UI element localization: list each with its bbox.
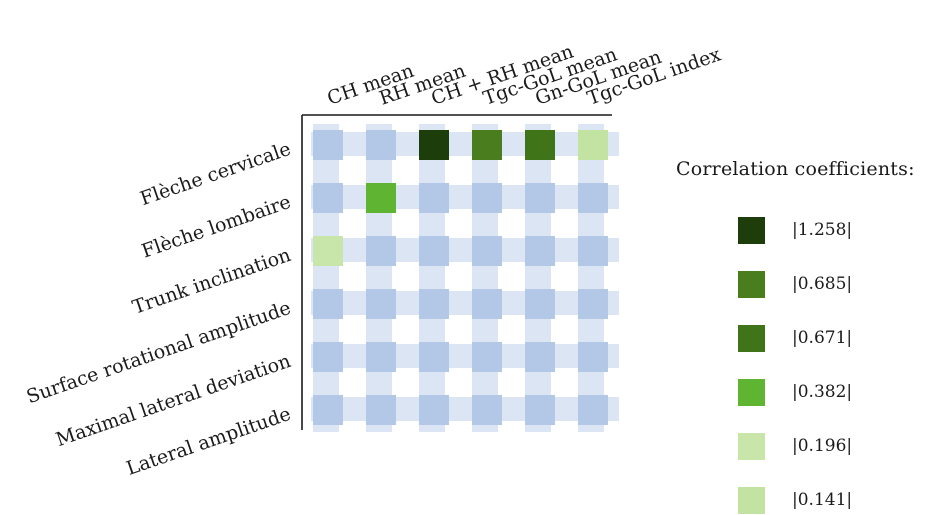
heatmap-cell bbox=[419, 342, 449, 372]
heatmap-cell bbox=[525, 236, 555, 266]
heatmap-cell bbox=[366, 342, 396, 372]
row-band bbox=[311, 344, 619, 368]
legend-swatch bbox=[738, 378, 765, 406]
column-band bbox=[472, 124, 498, 432]
heatmap-cell bbox=[472, 289, 502, 319]
legend-label: |0.141| bbox=[792, 490, 853, 510]
legend-swatch bbox=[738, 216, 765, 244]
column-band bbox=[366, 124, 392, 432]
legend-label: |1.258| bbox=[792, 220, 853, 240]
heatmap-cell bbox=[472, 342, 502, 372]
heatmap-cell-filled bbox=[525, 130, 555, 160]
heatmap-cell bbox=[366, 130, 396, 160]
heatmap-cell bbox=[525, 289, 555, 319]
legend-swatch bbox=[738, 324, 765, 352]
legend-entry: |0.671| bbox=[738, 323, 852, 353]
heatmap-cell bbox=[366, 395, 396, 425]
row-band bbox=[311, 132, 619, 156]
heatmap-cell bbox=[366, 289, 396, 319]
legend-swatch bbox=[738, 486, 765, 514]
heatmap-cell-filled bbox=[472, 130, 502, 160]
legend-swatch bbox=[738, 432, 765, 460]
heatmap-cell bbox=[472, 236, 502, 266]
heatmap-cell bbox=[313, 342, 343, 372]
heatmap-cell bbox=[419, 395, 449, 425]
heatmap-cell-filled bbox=[366, 183, 396, 213]
heatmap-cell bbox=[578, 236, 608, 266]
legend-label: |0.382| bbox=[792, 382, 853, 402]
heatmap-cell bbox=[419, 183, 449, 213]
column-band bbox=[419, 124, 445, 432]
heatmap-cell bbox=[313, 395, 343, 425]
heatmap-cell bbox=[578, 395, 608, 425]
heatmap-cell bbox=[419, 289, 449, 319]
legend: Correlation coefficients: |1.258| |0.685|… bbox=[676, 158, 926, 514]
heatmap-cell-filled bbox=[313, 236, 343, 266]
legend-label: |0.671| bbox=[792, 328, 853, 348]
heatmap-cell-filled bbox=[419, 130, 449, 160]
legend-title: Correlation coefficients: bbox=[676, 158, 915, 180]
legend-label: |0.685| bbox=[792, 274, 853, 294]
column-band bbox=[313, 124, 339, 432]
legend-label: |0.196| bbox=[792, 436, 853, 456]
heatmap-cell bbox=[419, 236, 449, 266]
heatmap-cell bbox=[525, 395, 555, 425]
column-band bbox=[578, 124, 604, 432]
row-band bbox=[311, 291, 619, 315]
row-band bbox=[311, 238, 619, 262]
heatmap-cell bbox=[578, 342, 608, 372]
column-band bbox=[525, 124, 551, 432]
legend-entry: |0.196| bbox=[738, 431, 852, 461]
heatmap-cell bbox=[525, 342, 555, 372]
legend-entry: |1.258| bbox=[738, 215, 852, 245]
heatmap-cell bbox=[313, 183, 343, 213]
heatmap-cell bbox=[578, 289, 608, 319]
heatmap-cell bbox=[313, 130, 343, 160]
heatmap-cell bbox=[472, 395, 502, 425]
row-band bbox=[311, 185, 619, 209]
heatmap-cell bbox=[578, 183, 608, 213]
heatmap-cell bbox=[472, 183, 502, 213]
heatmap-cell-filled bbox=[578, 130, 608, 160]
legend-entry: |0.141| bbox=[738, 485, 852, 515]
heatmap-cell bbox=[313, 289, 343, 319]
heatmap-cell bbox=[525, 183, 555, 213]
legend-entry: |0.685| bbox=[738, 269, 852, 299]
legend-entry: |0.382| bbox=[738, 377, 852, 407]
heatmap-cell bbox=[366, 236, 396, 266]
row-label: Surface rotational amplitude bbox=[24, 297, 294, 408]
legend-swatch bbox=[738, 270, 765, 298]
row-band bbox=[311, 397, 619, 421]
